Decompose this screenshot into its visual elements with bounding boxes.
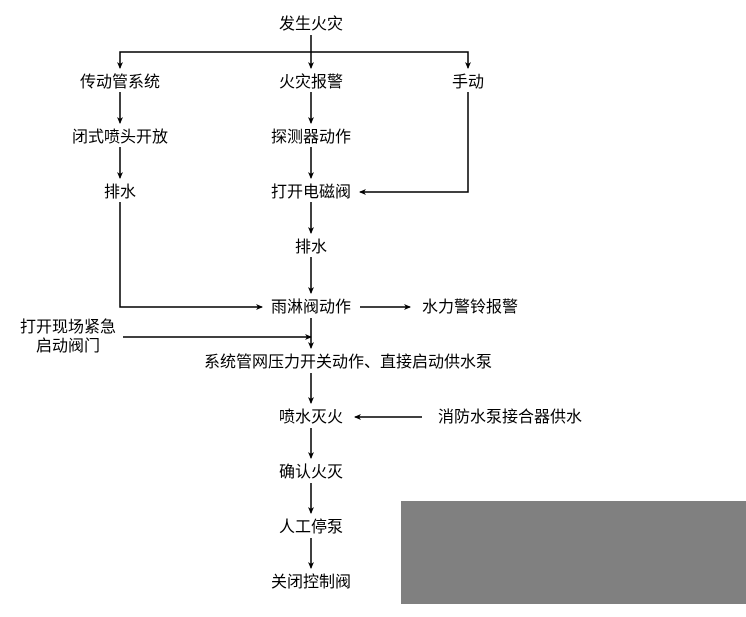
node-col1_3: 排水	[102, 183, 138, 202]
edge-c1-3-deluge	[120, 202, 262, 307]
node-col2_4: 排水	[293, 238, 329, 257]
edge-fork-col3	[311, 52, 468, 68]
node-deluge: 雨淋阀动作	[269, 298, 353, 317]
node-col1_2: 闭式喷头开放	[70, 128, 170, 147]
edge-c3-to-solenoid	[360, 92, 468, 192]
flowchart-canvas: 发生火灾传动管系统闭式喷头开放排水火灾报警探测器动作打开电磁阀排水手动雨淋阀动作…	[0, 0, 746, 617]
node-start: 发生火灾	[275, 15, 347, 34]
gray-rect	[401, 501, 746, 604]
node-alarm_bell: 水力警铃报警	[418, 298, 522, 317]
node-fdc: 消防水泵接合器供水	[430, 408, 590, 427]
node-emergency_line1: 打开现场紧急	[16, 318, 120, 337]
node-manual_stop: 人工停泵	[275, 518, 347, 537]
node-col2_1: 火灾报警	[275, 73, 347, 92]
node-spray: 喷水灭火	[275, 408, 347, 427]
node-confirm: 确认火灭	[275, 463, 347, 482]
node-emergency_line2: 启动阀门	[32, 337, 104, 356]
node-pump_switch: 系统管网压力开关动作、直接启动供水泵	[192, 353, 504, 372]
node-close_valve: 关闭控制阀	[269, 573, 353, 592]
edge-fork-col1	[120, 52, 311, 68]
node-col1_1: 传动管系统	[78, 73, 162, 92]
node-col3_1: 手动	[450, 73, 486, 92]
node-col2_2: 探测器动作	[269, 128, 353, 147]
node-col2_3: 打开电磁阀	[269, 183, 353, 202]
